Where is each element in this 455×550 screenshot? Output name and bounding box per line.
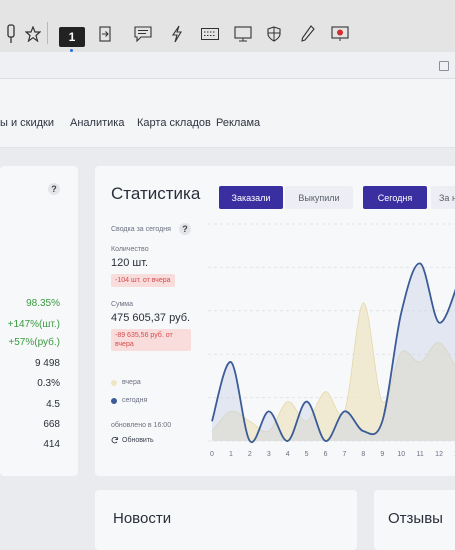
x-tick-label: 6 [324, 451, 328, 458]
metric-value: 98.35% [26, 298, 60, 309]
legend-dot-yesterday [111, 379, 117, 386]
statistics-card: Статистика Заказали Выкупили Сегодня За … [95, 166, 455, 476]
quantity-delta-badge: -104 шт. от вчера [111, 274, 175, 287]
x-tick-label: 12 [435, 451, 443, 458]
sum-value: 475 605,37 руб. [111, 312, 191, 324]
browser-strip [0, 52, 455, 79]
series-today-area [212, 263, 455, 443]
nav-item-ads[interactable]: Реклама [216, 117, 261, 129]
x-tick-label: 8 [361, 451, 365, 458]
comment-icon[interactable] [133, 24, 153, 44]
chart-svg: 012345678910111213 [208, 223, 455, 458]
statistics-title: Статистика [111, 184, 201, 203]
metric-value: 9 498 [34, 358, 60, 369]
sum-label: Сумма [111, 301, 133, 308]
keyboard-icon[interactable] [200, 24, 220, 44]
metrics-card: ? 98.35% +147%(шт.) +57%(руб.) 9 498 0.3… [0, 166, 78, 476]
metric-value: 668 [43, 419, 60, 430]
series-today-line [211, 262, 455, 443]
x-tick-label: 4 [286, 451, 290, 458]
legend-dot-today [111, 397, 117, 404]
quantity-value: 120 шт. [111, 257, 149, 269]
os-toolbar: 1 [0, 0, 455, 53]
lightning-icon[interactable] [170, 24, 184, 44]
reviews-card: Отзывы [374, 490, 455, 550]
refresh-icon [111, 436, 118, 444]
legend-label: вчера [122, 379, 141, 386]
x-tick-label: 3 [267, 451, 271, 458]
reviews-title: Отзывы [388, 510, 443, 527]
metric-value: +57%(руб.) [8, 337, 60, 348]
legend-today: сегодня [111, 397, 147, 404]
legend-yesterday: вчера [111, 379, 141, 386]
insert-arrow-icon[interactable] [96, 24, 114, 44]
star-stamp-icon[interactable] [24, 24, 42, 44]
legend-label: сегодня [122, 397, 148, 404]
nav-item-warehouse-map[interactable]: Карта складов [137, 117, 211, 129]
news-title: Новости [113, 510, 172, 527]
monitor-icon[interactable] [233, 24, 253, 44]
refresh-button[interactable]: Обновить [111, 436, 154, 444]
summary-label: Сводка за сегодня [111, 226, 171, 233]
help-icon[interactable]: ? [179, 223, 191, 235]
refresh-label: Обновить [122, 436, 154, 444]
updated-time: обновлено в 16:00 [111, 422, 172, 429]
record-icon[interactable] [330, 24, 350, 44]
x-tick-label: 11 [417, 451, 424, 458]
metric-value: 4.5 [46, 399, 60, 410]
nav-item-discounts[interactable]: ы и скидки [0, 117, 54, 129]
x-tick-label: 2 [248, 451, 252, 458]
metric-value: 0.3% [37, 378, 60, 389]
x-tick-label: 5 [305, 451, 309, 458]
tab-bought[interactable]: Выкупили [285, 186, 353, 209]
x-tick-label: 10 [397, 451, 405, 458]
news-card: Новости [95, 490, 357, 550]
series-yesterday-area [212, 302, 455, 441]
tab-ordered[interactable]: Заказали [219, 186, 283, 209]
help-icon[interactable]: ? [48, 183, 60, 195]
x-tick-label: 0 [210, 451, 214, 458]
quantity-label: Количество [111, 246, 149, 253]
orders-chart: 012345678910111213 [208, 216, 455, 461]
nav-item-analytics[interactable]: Аналитика [70, 117, 125, 129]
top-navigation: ы и скидки Аналитика Карта складов Рекла… [0, 79, 455, 148]
pen-tool-icon[interactable] [4, 24, 18, 44]
pencil-icon[interactable] [300, 24, 316, 44]
page-number-button[interactable]: 1 [59, 27, 85, 52]
shield-icon[interactable] [266, 24, 282, 44]
metric-value: 414 [43, 439, 60, 450]
tab-today[interactable]: Сегодня [363, 186, 427, 209]
window-restore-icon[interactable] [439, 61, 449, 71]
x-tick-label: 7 [343, 451, 347, 458]
sum-delta-badge: -89 635,56 руб. от вчера [111, 329, 191, 351]
metric-value: +147%(шт.) [7, 319, 60, 330]
tab-period[interactable]: За н [431, 186, 455, 209]
x-tick-label: 1 [229, 451, 233, 458]
x-tick-label: 9 [380, 451, 384, 458]
